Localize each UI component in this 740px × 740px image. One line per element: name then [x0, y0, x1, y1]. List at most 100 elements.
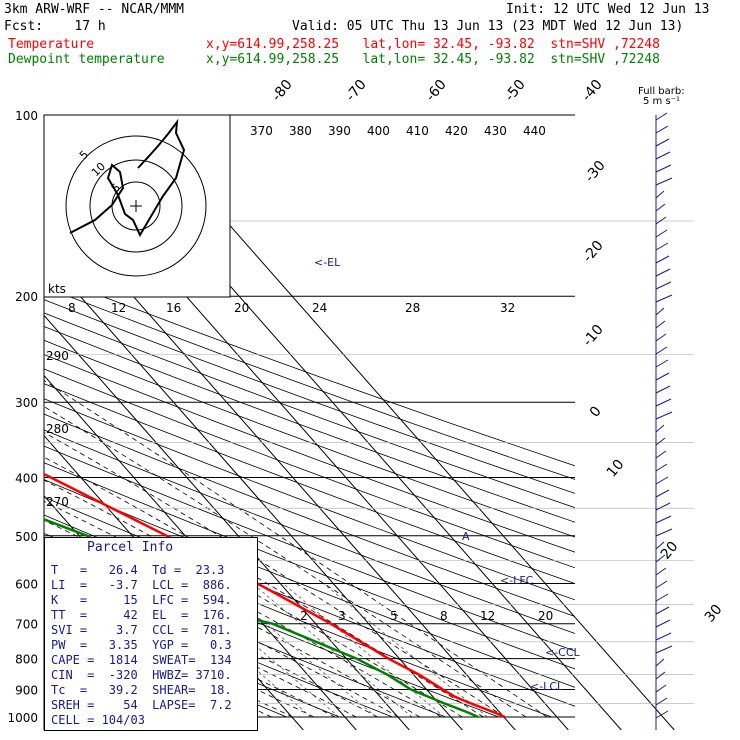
parcel-row-temp: T = 26.4 Td = 23.3	[51, 563, 225, 577]
wind-barb	[655, 645, 673, 654]
isotherm-label: -50	[502, 77, 529, 105]
wind-barb	[655, 580, 668, 589]
wind-barb	[655, 554, 666, 563]
wind-barb	[655, 606, 670, 615]
isotherm-label: -80	[269, 77, 296, 105]
parcel-row-sreh: SREH = 54 LAPSE= 7.2	[51, 698, 232, 712]
wind-barb	[655, 450, 667, 459]
wind-barb	[655, 437, 666, 446]
isotherm-label: -40	[579, 77, 606, 105]
isotherm-label: 30	[702, 602, 726, 626]
model-title: 3km ARW-WRF -- NCAR/MMM	[4, 2, 185, 17]
level-label: <-CCL	[545, 646, 581, 659]
wind-barb	[655, 190, 665, 199]
wind-barb	[655, 476, 669, 485]
wind-barb	[655, 632, 672, 641]
moist-adiabat	[44, 406, 527, 718]
speed-label: 12	[111, 301, 126, 315]
isotherm-label: -10	[580, 322, 607, 350]
isotherm-line	[0, 115, 38, 730]
wind-barb	[655, 320, 666, 329]
wind-barb	[655, 346, 668, 355]
wind-barb	[655, 125, 669, 134]
isotherm-label: -30	[582, 158, 609, 186]
theta-label: 390	[328, 124, 351, 138]
level-label: <-EL	[314, 256, 341, 269]
wind-barb	[655, 229, 668, 238]
parcel-row-pw: PW = 3.35 YGP = 0.3	[51, 638, 232, 652]
wind-barb	[655, 359, 669, 368]
isotherm-label: -20	[580, 238, 607, 266]
wind-barb	[655, 528, 673, 537]
wind-barb	[655, 177, 673, 186]
wind-barb	[655, 541, 665, 550]
theta-label: 370	[250, 124, 273, 138]
theta-label: 400	[367, 124, 390, 138]
temperature-legend: Temperature	[8, 37, 95, 52]
theta-label: 420	[445, 124, 468, 138]
wind-barb	[655, 281, 672, 290]
isotherm-line	[44, 374, 357, 730]
wind-barb	[655, 203, 666, 212]
parcel-row-tc: Tc = 39.2 SHEAR= 18.	[51, 683, 232, 697]
pressure-label: 100	[15, 109, 38, 123]
wind-barb	[655, 255, 670, 264]
level-label: <-LCL	[530, 680, 564, 693]
wind-barb	[655, 242, 669, 251]
header: 3km ARW-WRF -- NCAR/MMM Init: 12 UTC Wed…	[0, 0, 740, 70]
isotherm-line	[44, 254, 463, 730]
wind-barb	[655, 398, 672, 407]
parcel-row-cape: CAPE = 1814 SWEAT= 134	[51, 653, 232, 667]
parcel-info-panel: Parcel Info T = 26.4 Td = 23.3 LI = -3.7…	[44, 537, 258, 731]
wind-barb	[655, 502, 671, 511]
temperature-location: x,y=614.99,258.25 lat,lon= 32.45, -93.82…	[206, 37, 660, 52]
pressure-label: 700	[15, 618, 38, 632]
init-time: Init: 12 UTC Wed 12 Jun 13	[506, 2, 710, 17]
wind-barb	[655, 164, 672, 173]
parcel-row-cell: CELL = 104/03	[51, 713, 145, 727]
pressure-label: 300	[15, 396, 38, 410]
hodograph-trace	[69, 118, 186, 238]
dry-adiabat-label: 280	[46, 422, 69, 436]
speed-label: 20	[234, 301, 249, 315]
pressure-label: 500	[15, 530, 38, 544]
wind-barb	[655, 294, 673, 303]
speed-label: 28	[405, 301, 420, 315]
theta-label: 380	[289, 124, 312, 138]
speed-label: 16	[166, 301, 181, 315]
level-label: <-LFC	[500, 574, 534, 587]
dry-adiabat-label: 290	[46, 349, 69, 363]
wind-barb	[655, 567, 667, 576]
wind-barb	[655, 268, 671, 277]
mixing-ratio-label: 2	[300, 609, 308, 623]
mixing-ratio-line	[323, 583, 488, 718]
pressure-label: 200	[15, 290, 38, 304]
dewpoint-legend: Dewpoint temperature	[8, 52, 165, 67]
moist-adiabat	[44, 579, 336, 718]
wind-barb	[655, 333, 667, 342]
wind-barb	[655, 710, 669, 719]
wind-barb	[655, 489, 670, 498]
speed-label: 32	[500, 301, 515, 315]
speed-label: kts	[48, 282, 66, 296]
wind-barb	[655, 138, 670, 147]
barb-caption-units: 5 m s⁻¹	[643, 96, 680, 107]
dewpoint-line	[44, 518, 479, 719]
mixing-ratio-label: 8	[440, 609, 448, 623]
parcel-row-svi: SVI = 3.7 CCL = 781.	[51, 623, 232, 637]
theta-label: 430	[484, 124, 507, 138]
wind-barb	[655, 385, 671, 394]
wind-barb	[655, 151, 671, 160]
isotherm-label: 20	[658, 539, 682, 563]
valid-time: Valid: 05 UTC Thu 13 Jun 13 (23 MDT Wed …	[292, 19, 684, 34]
wind-barb	[655, 411, 673, 420]
isotherm-label: 0	[587, 403, 605, 420]
isotherm-label: -60	[423, 77, 450, 105]
wind-barbs	[655, 112, 673, 730]
wind-barb	[655, 658, 665, 667]
parcel-row-tt: TT = 42 EL = 176.	[51, 608, 232, 622]
parcel-row-cin: CIN = -320 HWBZ= 3710.	[51, 668, 232, 682]
mixing-ratio-label: 20	[538, 609, 553, 623]
